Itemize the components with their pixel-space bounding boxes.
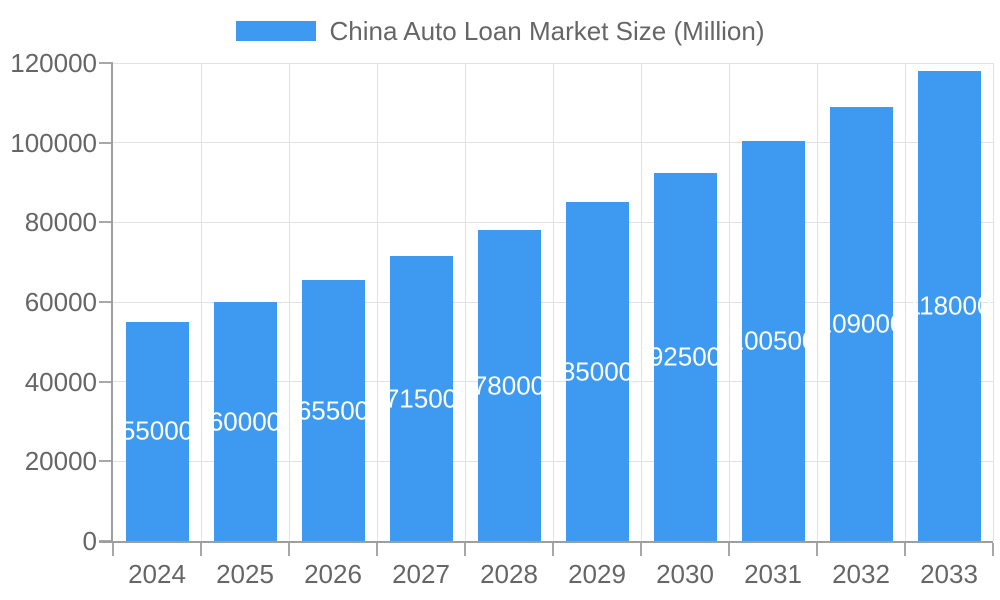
bar-2025[interactable]: 60000 xyxy=(209,302,281,541)
legend-label: China Auto Loan Market Size (Million) xyxy=(329,16,765,46)
x-tick-mark xyxy=(552,543,554,556)
bar-2032[interactable]: 109000 xyxy=(818,106,904,541)
x-gridline xyxy=(816,63,818,541)
x-tick-mark xyxy=(904,543,906,556)
x-gridline xyxy=(904,63,906,541)
x-tick-label: 2028 xyxy=(480,559,538,589)
y-tick-label: 100000 xyxy=(10,127,97,158)
x-gridline xyxy=(464,63,466,541)
x-tick-label: 2024 xyxy=(128,559,186,589)
y-tick-mark xyxy=(99,62,113,64)
plot-area: 55000 60000 65500 71500 78000 85000 92500 10050… xyxy=(113,62,994,541)
x-tick-label: 2033 xyxy=(920,559,978,589)
y-tick-mark xyxy=(99,141,113,144)
x-gridline xyxy=(376,63,378,541)
bar-value-label: 100500 xyxy=(729,325,817,356)
x-gridline xyxy=(728,63,730,541)
x-tick-mark xyxy=(640,543,642,556)
x-tick-mark xyxy=(376,543,378,556)
legend-item[interactable]: China Auto Loan Market Size (Million) xyxy=(235,16,765,46)
x-tick-label: 2025 xyxy=(216,559,274,589)
y-tick-label: 60000 xyxy=(24,287,97,317)
bar-value-label: 65500 xyxy=(296,395,370,426)
x-gridline xyxy=(200,63,202,541)
x-gridline xyxy=(992,63,994,541)
y-tick-label: 80000 xyxy=(24,207,97,238)
y-tick-mark xyxy=(99,460,113,463)
bar-2031[interactable]: 100500 xyxy=(730,140,816,541)
y-tick-mark xyxy=(99,301,113,303)
y-tick-mark xyxy=(99,221,113,224)
bar-2027[interactable]: 71500 xyxy=(385,256,457,541)
y-tick-label: 20000 xyxy=(24,446,97,477)
bar-value-label: 109000 xyxy=(817,308,905,339)
bar-2026[interactable]: 65500 xyxy=(297,280,369,541)
y-tick-label: 120000 xyxy=(10,48,97,78)
bar-2030[interactable]: 92500 xyxy=(649,172,721,541)
bar-2024[interactable]: 55000 xyxy=(121,321,193,541)
y-axis-line xyxy=(111,63,113,543)
x-gridline xyxy=(288,63,290,541)
x-axis-line xyxy=(99,541,993,543)
y-tick-label: 0 xyxy=(82,526,97,556)
x-tick-label: 2027 xyxy=(392,559,450,589)
x-tick-label: 2029 xyxy=(568,559,626,589)
x-gridline xyxy=(640,63,642,541)
bar-2028[interactable]: 78000 xyxy=(473,230,545,541)
bar-value-label: 85000 xyxy=(560,356,634,387)
y-tick-label: 40000 xyxy=(24,366,97,397)
y-tick-mark xyxy=(99,380,113,383)
bar-value-label: 71500 xyxy=(384,383,458,414)
bar-2029[interactable]: 85000 xyxy=(561,202,633,541)
x-tick-mark xyxy=(992,543,994,556)
x-tick-label: 2031 xyxy=(744,559,802,589)
x-tick-mark xyxy=(728,543,730,556)
x-tick-label: 2026 xyxy=(304,559,362,589)
legend-color-swatch-icon xyxy=(235,21,316,41)
bar-value-label: 60000 xyxy=(208,406,282,436)
x-tick-label: 2030 xyxy=(656,559,714,589)
x-tick-mark xyxy=(816,543,818,556)
x-gridline xyxy=(552,63,554,541)
x-tick-mark xyxy=(200,543,202,556)
x-tick-mark xyxy=(112,543,114,556)
chart-legend: China Auto Loan Market Size (Million) xyxy=(0,17,1000,45)
bar-value-label: 92500 xyxy=(648,341,722,372)
x-tick-label: 2032 xyxy=(832,559,890,589)
x-tick-mark xyxy=(464,543,466,556)
bar-value-label: 78000 xyxy=(472,370,546,401)
x-tick-mark xyxy=(288,543,290,556)
bar-2033[interactable]: 118000 xyxy=(907,70,991,541)
bar-value-label: 118000 xyxy=(906,290,992,321)
bar-value-label: 55000 xyxy=(120,415,194,446)
